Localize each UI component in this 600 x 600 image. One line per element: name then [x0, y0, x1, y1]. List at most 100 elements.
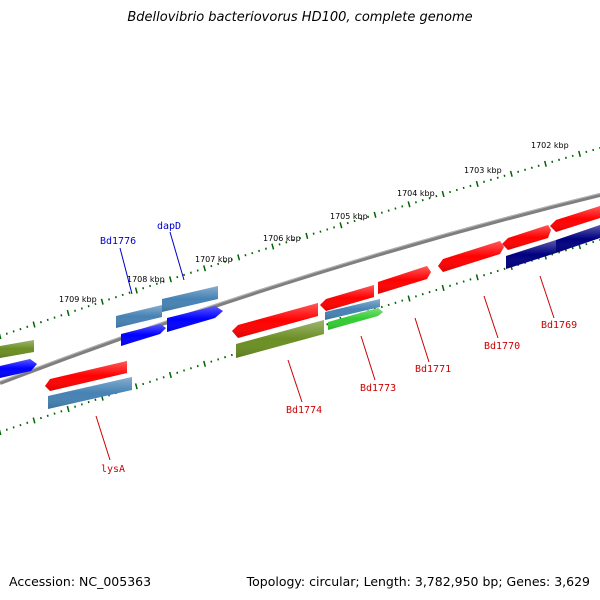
gene-red-bd1773-top[interactable] [320, 285, 374, 311]
gene-labels: Bd1776 dapD lysA Bd1774 Bd1773 Bd1771 Bd… [100, 221, 577, 475]
inner-scale-minor-tick [224, 356, 227, 359]
outer-scale-minor-tick [421, 199, 424, 202]
leader-bd1776 [119, 247, 133, 295]
outer-scale-minor-tick [496, 176, 499, 179]
gene-navy-bd1769-a[interactable] [506, 240, 556, 269]
gene-blue-bd1776[interactable] [121, 324, 166, 346]
gene-steelblue-lysa[interactable] [48, 377, 132, 409]
gene-red-bd1771[interactable] [378, 266, 431, 294]
gene-steelblue-bd1776[interactable] [116, 305, 162, 328]
outer-scale-major-tick [134, 287, 138, 294]
gene-red-bd1774[interactable] [232, 303, 318, 338]
inner-scale-minor-tick [585, 242, 588, 246]
outer-scale-minor-tick [326, 228, 329, 231]
gene-steelblue-dapd[interactable] [162, 286, 218, 312]
outer-scale-minor-tick [435, 194, 438, 198]
gene-red-bd1769-a[interactable] [502, 225, 551, 250]
gene-green-bd1773[interactable] [328, 308, 383, 330]
outer-scale-minor-tick [299, 236, 302, 240]
outer-scale-minor-tick [489, 178, 492, 181]
inner-scale-major-tick [203, 360, 207, 367]
outer-scale-minor-tick [483, 180, 486, 183]
scale-label-1703: 1703 kbp [464, 166, 502, 175]
gene-steelblue-bd1773[interactable] [325, 299, 380, 320]
outer-scale-minor-tick [5, 332, 8, 335]
outer-scale-minor-tick [87, 305, 90, 308]
gene-label-bd1769[interactable]: Bd1769 [541, 320, 577, 331]
outer-scale-minor-tick [333, 226, 336, 229]
outer-scale-minor-tick [401, 205, 404, 208]
inner-scale-minor-tick [428, 290, 431, 294]
inner-scale-minor-tick [496, 269, 499, 273]
outer-scale-minor-tick [455, 188, 458, 192]
inner-scale-minor-tick [162, 376, 165, 379]
inner-scale-minor-tick [421, 293, 424, 296]
leader-dapd [169, 231, 185, 281]
gene-label-bd1776[interactable]: Bd1776 [100, 236, 136, 247]
inner-scale-minor-tick [435, 288, 438, 292]
outer-scale-minor-tick [517, 170, 520, 173]
leader-bd1770 [483, 295, 499, 339]
scale-labels: 1702 kbp 1703 kbp 1704 kbp 1705 kbp 1706… [59, 141, 569, 304]
outer-scale-major-tick [475, 180, 479, 188]
outer-scale-minor-tick [108, 298, 111, 301]
inner-scale-minor-tick [176, 371, 179, 374]
inner-scale-minor-tick [53, 412, 56, 415]
outer-scale-minor-tick [285, 241, 288, 244]
outer-scale-minor-tick [162, 280, 165, 283]
outer-scale-minor-tick [319, 230, 322, 233]
genome-title: Bdellovibrio bacteriovorus HD100, comple… [127, 10, 473, 25]
gene-label-bd1774[interactable]: Bd1774 [286, 405, 322, 416]
inner-scale-minor-tick [394, 301, 397, 304]
outer-scale-minor-tick [53, 316, 56, 319]
inner-scale-minor-tick [142, 382, 145, 386]
outer-scale-major-tick [168, 276, 172, 283]
gene-red-lysa[interactable] [45, 361, 127, 391]
outer-scale-minor-tick [183, 273, 186, 277]
outer-scale-minor-tick [469, 184, 472, 188]
gene-features [0, 206, 600, 409]
gene-label-bd1771[interactable]: Bd1771 [415, 364, 451, 375]
outer-scale-minor-tick [264, 247, 267, 250]
gene-red-bd1769-b[interactable] [550, 206, 600, 232]
inner-scale-minor-tick [26, 421, 29, 424]
inner-scale-minor-tick [571, 247, 574, 250]
outer-scale-minor-tick [176, 275, 179, 279]
gene-label-bd1773[interactable]: Bd1773 [360, 383, 396, 394]
inner-scale-minor-tick [462, 280, 465, 283]
gene-red-bd1770[interactable] [438, 241, 504, 272]
gene-blue-dapd[interactable] [167, 306, 223, 332]
inner-scale-minor-tick [189, 367, 192, 370]
gene-navy-bd1769-b[interactable] [556, 225, 600, 253]
gene-label-dapd[interactable]: dapD [157, 221, 181, 232]
outer-scale-minor-tick [217, 262, 220, 266]
gene-olive-bd1774[interactable] [236, 320, 324, 358]
gene-blue-left[interactable] [0, 359, 37, 378]
outer-scale-minor-tick [537, 164, 540, 167]
outer-scale-major-tick [237, 254, 241, 261]
inner-scale-major-tick [168, 371, 172, 379]
outer-scale-minor-tick [524, 168, 527, 171]
inner-scale-minor-tick [183, 369, 186, 372]
inner-scale-minor-tick [217, 358, 220, 361]
outer-scale-minor-tick [258, 249, 261, 253]
leader-lysa [95, 415, 111, 461]
outer-scale-minor-tick [312, 232, 315, 235]
inner-scale-minor-tick [87, 400, 90, 404]
outer-scale-minor-tick [530, 166, 533, 169]
outer-scale-minor-tick [394, 207, 397, 210]
outer-scale-minor-tick [12, 330, 15, 333]
outer-scale-major-tick [0, 332, 2, 340]
gene-label-lysa[interactable]: lysA [101, 464, 125, 475]
gene-label-bd1770[interactable]: Bd1770 [484, 341, 520, 352]
inner-scale-minor-tick [326, 323, 329, 326]
scale-label-1704: 1704 kbp [397, 189, 435, 198]
inner-scale-major-tick [0, 428, 2, 436]
inner-scale-minor-tick [489, 271, 492, 275]
outer-scale-minor-tick [230, 258, 233, 261]
gene-olive-left[interactable] [0, 340, 34, 358]
outer-scale-minor-tick [244, 254, 247, 257]
outer-scale-minor-tick [360, 217, 363, 221]
inner-scale-minor-tick [380, 305, 383, 309]
